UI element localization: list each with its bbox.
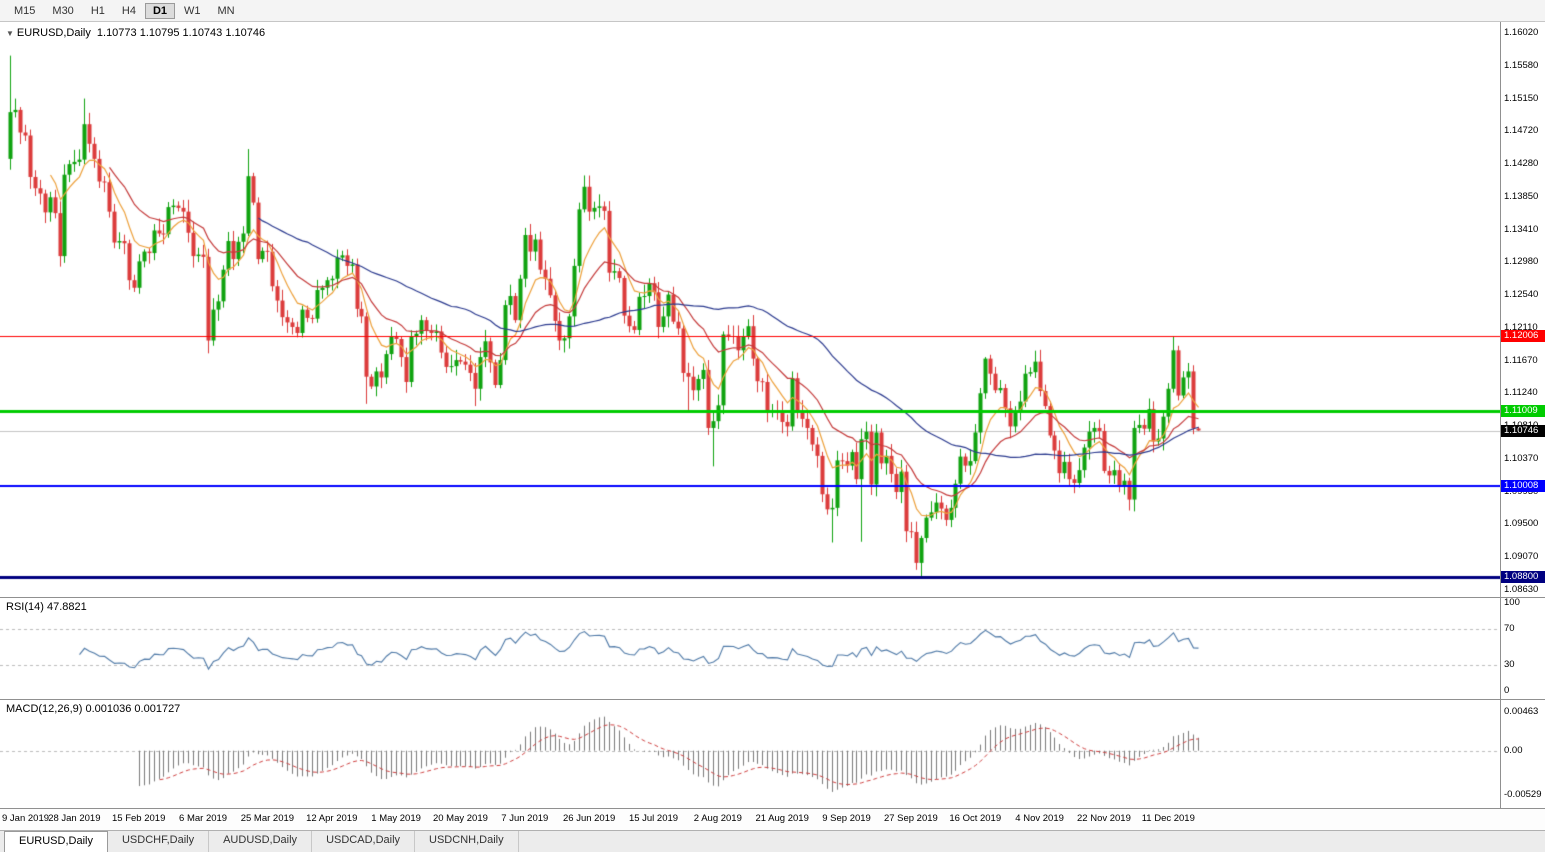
price-tick: 1.15150 [1504, 92, 1539, 104]
rsi-tick: 30 [1504, 658, 1515, 670]
date-label: 20 May 2019 [432, 813, 488, 824]
macd-tick: 0.00463 [1504, 705, 1539, 717]
price-tick: 1.16020 [1504, 27, 1539, 38]
panel-separator-macd[interactable] [0, 699, 1545, 700]
date-label: 7 Jun 2019 [501, 813, 549, 824]
price-tick: 1.10370 [1504, 452, 1539, 464]
timeframe-button-m30[interactable]: M30 [52, 4, 74, 17]
hline-price-badge[interactable]: 1.12006 [1501, 329, 1545, 342]
price-tick: 1.12110 [1504, 321, 1538, 333]
price-tick: 1.14280 [1504, 158, 1539, 170]
macd-values: 0.001036 0.001727 [85, 703, 181, 715]
price-tick: 1.09500 [1504, 518, 1539, 530]
chart-dropdown-icon[interactable]: ▼ [6, 29, 14, 38]
date-label: 12 Apr 2019 [306, 813, 358, 824]
date-label: 25 Mar 2019 [240, 813, 295, 824]
macd-name: MACD(12,26,9) [6, 703, 83, 715]
date-label: 21 Aug 2019 [755, 813, 809, 824]
bottom-tab-usdchf[interactable]: USDCHF,Daily [108, 831, 210, 852]
bottom-tab-eurusd[interactable]: EURUSD,Daily [4, 831, 108, 852]
chart-title: ▼ EURUSD,Daily 1.10773 1.10795 1.10743 1.1… [6, 27, 265, 39]
rsi-indicator-label: RSI(14) 47.8821 [6, 601, 87, 613]
macd-tick: -0.00529 [1504, 788, 1542, 800]
date-label: 28 Jan 2019 [48, 813, 101, 824]
macd-tick: 0.00 [1504, 744, 1523, 756]
date-label: 15 Jul 2019 [628, 813, 679, 824]
hline-price-badge[interactable]: 1.10008 [1501, 480, 1545, 493]
price-tick: 1.11670 [1504, 354, 1538, 366]
price-tick: 1.12540 [1504, 289, 1539, 301]
chart-tabs-bar: EURUSD,Daily USDCHF,Daily AUDUSD,Daily USDC… [0, 830, 1545, 852]
date-label: 9 Sep 2019 [822, 813, 871, 824]
price-tick: 1.13410 [1504, 223, 1539, 235]
bottom-tab-audusd[interactable]: AUDUSD,Daily [209, 831, 313, 852]
date-label: 27 Sep 2019 [883, 813, 938, 824]
price-tick: 1.13850 [1504, 190, 1539, 202]
rsi-name: RSI(14) [6, 601, 44, 613]
date-label: 1 May 2019 [371, 813, 421, 824]
timeframe-toolbar: M15 M30 H1 H4 D1 W1 MN [0, 0, 1545, 22]
price-tick: 1.14720 [1504, 124, 1539, 136]
rsi-value: 47.8821 [46, 601, 87, 613]
rsi-tick: 100 [1504, 597, 1520, 608]
timeframe-button-mn[interactable]: MN [217, 4, 235, 17]
macd-indicator-label: MACD(12,26,9) 0.001036 0.001727 [6, 703, 180, 715]
timeframe-button-d1[interactable]: D1 [144, 2, 175, 19]
hline-price-badge[interactable]: 1.08800 [1501, 571, 1545, 584]
price-tick: 1.12980 [1504, 256, 1539, 268]
chart-region: ▼ EURUSD,Daily 1.10773 1.10795 1.10743 1.1… [0, 22, 1545, 808]
date-label: 2 Aug 2019 [693, 813, 742, 824]
current-price-badge: 1.10746 [1501, 424, 1545, 437]
panel-separator-rsi[interactable] [0, 597, 1545, 598]
date-label: 15 Feb 2019 [112, 813, 166, 824]
timeframe-button-h4[interactable]: H4 [121, 4, 136, 17]
hline-price-badge[interactable]: 1.11009 [1501, 404, 1545, 417]
price-chart-canvas[interactable] [0, 22, 1500, 808]
timeframe-button-w1[interactable]: W1 [184, 4, 201, 17]
bottom-tab-usdcad[interactable]: USDCAD,Daily [312, 831, 416, 852]
date-label: 6 Mar 2019 [179, 813, 228, 824]
timeframe-button-m15[interactable]: M15 [14, 4, 36, 17]
rsi-tick: 0 [1504, 685, 1510, 696]
price-tick: 1.15580 [1504, 60, 1539, 72]
price-axis: 1.16020 1.15580 1.15150 1.14720 1.14280 1.138… [1500, 22, 1545, 808]
price-tick: 1.09070 [1504, 550, 1539, 562]
timeframe-button-h1[interactable]: H1 [90, 4, 105, 17]
chart-symbol-label: EURUSD,Daily [16, 27, 91, 39]
price-tick: 1.11240 [1504, 387, 1538, 399]
bottom-tab-usdcnh[interactable]: USDCNH,Daily [415, 831, 519, 852]
rsi-tick: 70 [1504, 623, 1515, 635]
price-tick: 1.08630 [1504, 584, 1539, 595]
date-label: 26 Jun 2019 [562, 813, 616, 824]
date-label: 11 Dec 2019 [1141, 813, 1195, 824]
date-label: 16 Oct 2019 [949, 813, 1002, 824]
date-axis: 9 Jan 2019 28 Jan 2019 15 Feb 2019 6 Mar 20… [0, 808, 1545, 830]
chart-ohlc-values: 1.10773 1.10795 1.10743 1.10746 [96, 27, 266, 39]
date-label: 9 Jan 2019 [2, 813, 50, 824]
date-label: 22 Nov 2019 [1077, 813, 1131, 824]
date-label: 4 Nov 2019 [1015, 813, 1064, 824]
